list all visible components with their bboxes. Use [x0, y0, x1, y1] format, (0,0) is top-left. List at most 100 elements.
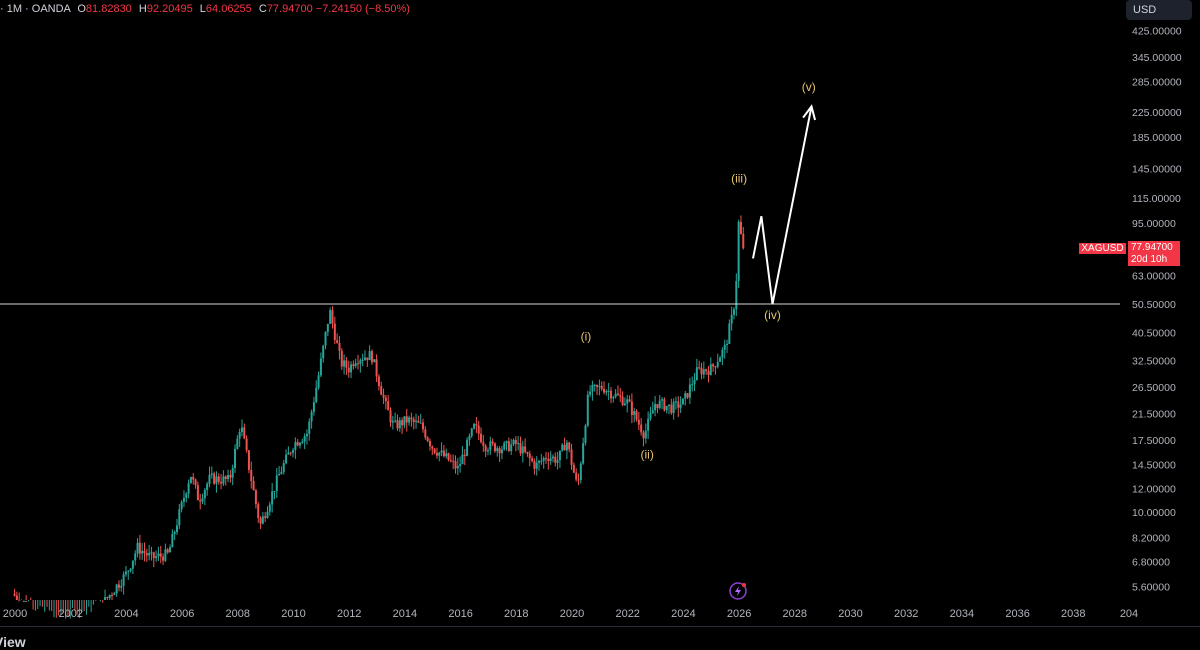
x-tick-label: 2020 — [560, 608, 584, 620]
candle-body — [452, 460, 455, 462]
y-tick-label: 8.20000 — [1132, 533, 1170, 545]
time-axis[interactable]: 2000 2002 2004 2006 2008 2010 2012 2014 2016 2018… — [3, 608, 1138, 620]
price-axis[interactable]: 425.00000 345.00000 285.00000 225.00000 185.… — [1132, 25, 1182, 593]
candle-body — [461, 454, 464, 465]
candle-body — [15, 595, 18, 600]
candle-body — [475, 424, 478, 426]
candles-layer — [13, 215, 745, 619]
wave-label: (i) — [581, 330, 592, 344]
candle-body — [732, 309, 735, 315]
candle-body — [13, 593, 16, 596]
candle-body — [668, 404, 671, 406]
candle-body — [259, 518, 262, 524]
candle-body — [382, 394, 385, 398]
candle-body — [640, 424, 643, 433]
candle-body — [268, 504, 271, 512]
candle-body — [229, 475, 232, 478]
candle-body — [141, 550, 144, 554]
candle-body — [243, 427, 246, 439]
candle-body — [491, 441, 494, 444]
candle-body — [684, 393, 687, 399]
candle-body — [236, 438, 239, 449]
candle-body — [301, 441, 304, 444]
legend-low-label: L — [199, 3, 206, 15]
candle-body — [333, 323, 336, 341]
candle-body — [180, 501, 183, 510]
wave-label: (iv) — [764, 308, 781, 322]
candle-body — [250, 469, 253, 482]
candle-body — [656, 404, 659, 408]
candle-body — [310, 411, 313, 422]
candle-body — [389, 410, 392, 423]
arrowhead — [802, 104, 817, 121]
candle-body — [231, 468, 234, 478]
candle-body — [459, 464, 462, 466]
candle-body — [115, 584, 118, 594]
currency-button[interactable]: USD — [1126, 0, 1192, 20]
candle-body — [493, 443, 496, 452]
candle-body — [424, 429, 427, 438]
y-tick-label: 5.60000 — [1132, 582, 1170, 594]
x-tick-label: 2012 — [337, 608, 361, 620]
candle-body — [185, 493, 188, 499]
x-tick-label: 2028 — [783, 608, 807, 620]
candle-body — [422, 422, 425, 430]
candle-body — [134, 553, 137, 561]
candle-body — [329, 310, 332, 324]
candle-body — [324, 331, 327, 346]
candle-body — [500, 449, 503, 454]
y-tick-label: 40.50000 — [1132, 327, 1176, 339]
candle-body — [403, 416, 406, 426]
candle-body — [695, 367, 698, 380]
candle-body — [380, 386, 383, 395]
candle-body — [568, 442, 571, 450]
candle-body — [394, 420, 397, 422]
candle-body — [549, 458, 552, 462]
wave-projection-line[interactable] — [752, 106, 813, 305]
candle-body — [672, 401, 675, 413]
candle-body — [280, 471, 283, 474]
last-price: 77.94700 — [1131, 242, 1173, 253]
candle-body — [120, 585, 123, 588]
candle-body — [593, 384, 596, 386]
candle-body — [266, 511, 269, 518]
candle-body — [705, 369, 708, 372]
candle-body — [257, 504, 260, 519]
candle-body — [294, 442, 297, 451]
candle-body — [484, 445, 487, 452]
candle-body — [157, 553, 160, 557]
x-tick-label: 2008 — [226, 608, 250, 620]
candle-body — [398, 420, 401, 429]
wave-labels: (i) (ii) (iii) (iv) (v) — [581, 80, 816, 461]
x-tick-label: 2014 — [393, 608, 417, 620]
legend-high-label: H — [138, 3, 147, 15]
y-tick-label: 345.00000 — [1132, 52, 1182, 64]
candle-body — [575, 472, 578, 480]
candle-body — [665, 405, 668, 411]
candle-body — [644, 430, 647, 439]
candle-body — [598, 385, 601, 387]
candle-body — [466, 439, 469, 456]
candle-body — [287, 452, 290, 455]
candle-body — [206, 483, 209, 491]
candle-body — [554, 456, 557, 463]
candle-body — [25, 600, 28, 602]
candle-body — [447, 453, 450, 461]
candle-body — [319, 358, 322, 376]
candle-body — [145, 553, 148, 556]
y-tick-label: 145.00000 — [1132, 163, 1182, 175]
candle-body — [623, 403, 626, 405]
candle-body — [440, 450, 443, 453]
candle-body — [531, 458, 534, 462]
candle-body — [370, 351, 373, 363]
candle-body — [331, 310, 334, 324]
candle-body — [175, 525, 178, 533]
candle-body — [189, 476, 192, 484]
lightning-icon[interactable] — [729, 582, 747, 600]
candle-body — [688, 384, 691, 398]
candle-body — [642, 432, 645, 439]
candle-body — [264, 516, 267, 518]
x-tick-label: 2002 — [58, 608, 82, 620]
candle-body — [435, 452, 438, 456]
